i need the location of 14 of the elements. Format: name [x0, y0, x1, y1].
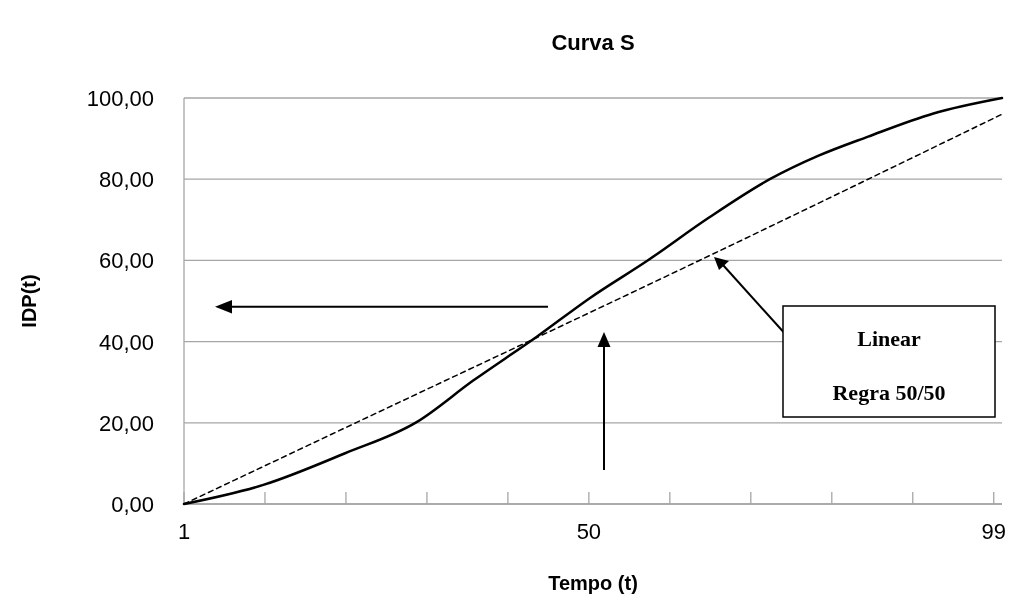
x-tick-label: 99	[981, 519, 1006, 544]
y-tick-label: 60,00	[98, 248, 154, 274]
chart-title: Curva S	[551, 30, 635, 55]
x-axis-title: Tempo (t)	[548, 572, 638, 594]
y-tick-label: 0,00	[111, 492, 154, 517]
y-tick-label: 80,00	[98, 167, 154, 193]
annotation: Regra 50/50	[832, 380, 946, 405]
y-tick-label: 40,00	[98, 329, 154, 355]
y-tick-label: 20,00	[98, 410, 154, 436]
y-axis-title: IDP(t)	[18, 274, 40, 328]
x-tick-label: 50	[576, 519, 602, 544]
annotation: Linear	[857, 326, 921, 351]
y-tick-label: 100,00	[86, 86, 154, 111]
x-tick-label: 1	[177, 519, 191, 544]
